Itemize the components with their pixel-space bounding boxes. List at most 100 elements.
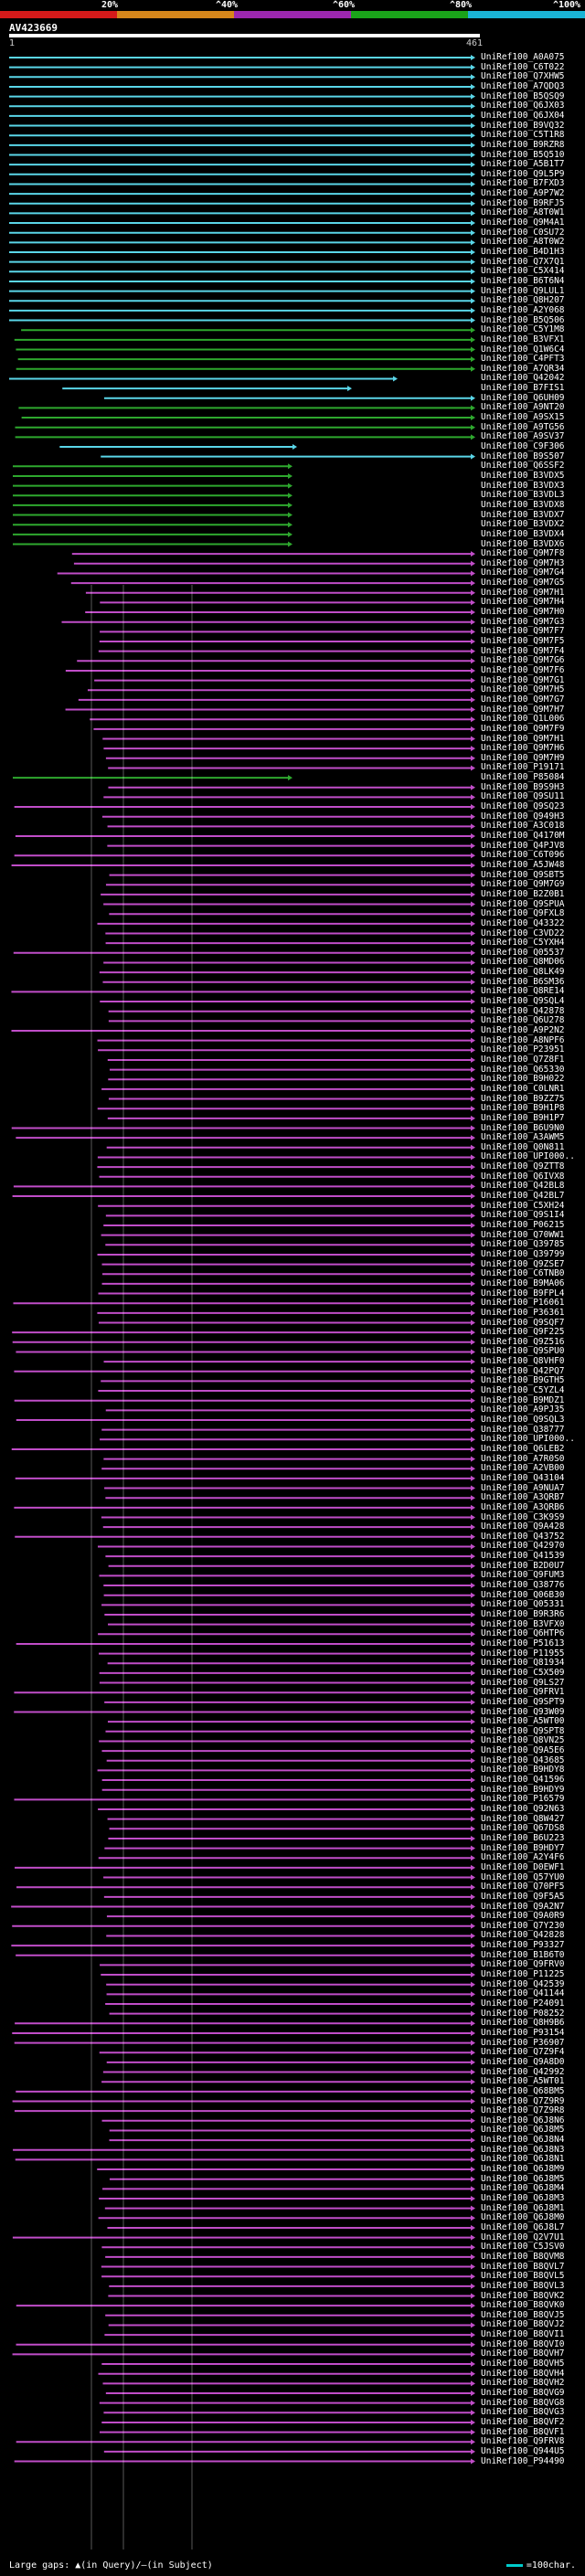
hit-accession-link[interactable]: UniRef100_Q7Z8F1 [481,1054,565,1065]
hit-accession-link[interactable]: UniRef100_C5XH24 [481,1200,565,1211]
hit-accession-link[interactable]: UniRef100_C3K9S9 [481,1511,565,1522]
hit-accession-link[interactable]: UniRef100_C5YZL4 [481,1385,565,1396]
hit-accession-link[interactable]: UniRef100_Q9M7F7 [481,626,565,637]
hit-accession-link[interactable]: UniRef100_Q6SSF2 [481,461,565,472]
hit-accession-link[interactable]: UniRef100_Q6LEB2 [481,1443,565,1454]
hit-accession-link[interactable]: UniRef100_A9NUA7 [481,1482,565,1493]
hit-accession-link[interactable]: UniRef100_B9HDY8 [481,1765,565,1776]
hit-accession-link[interactable]: UniRef100_B9ZZ75 [481,1093,565,1104]
hit-accession-link[interactable]: UniRef100_C3VD22 [481,928,565,938]
hit-accession-link[interactable]: UniRef100_Q41539 [481,1551,565,1562]
hit-accession-link[interactable]: UniRef100_Q9SU11 [481,791,565,802]
hit-accession-link[interactable]: UniRef100_B8QVG3 [481,2407,565,2418]
hit-accession-link[interactable]: UniRef100_Q7XHW5 [481,71,565,82]
hit-accession-link[interactable]: UniRef100_A9PJ35 [481,1405,565,1415]
hit-accession-link[interactable]: UniRef100_Q7X7Q1 [481,256,565,267]
hit-accession-link[interactable]: UniRef100_Q8H207 [481,295,565,306]
hit-accession-link[interactable]: UniRef100_Q8W427 [481,1813,565,1824]
hit-accession-link[interactable]: UniRef100_P08252 [481,2008,565,2019]
hit-accession-link[interactable]: UniRef100_P06215 [481,1220,565,1230]
hit-accession-link[interactable]: UniRef100_Q81934 [481,1658,565,1669]
hit-accession-link[interactable]: UniRef100_B4D1H3 [481,247,565,257]
hit-accession-link[interactable]: UniRef100_A9P7W2 [481,188,565,199]
hit-accession-link[interactable]: UniRef100_Q9M4A1 [481,217,565,228]
hit-accession-link[interactable]: UniRef100_Q9L5P9 [481,168,565,179]
hit-accession-link[interactable]: UniRef100_Q92N63 [481,1804,565,1814]
hit-accession-link[interactable]: UniRef100_C9F306 [481,441,565,451]
hit-accession-link[interactable]: UniRef100_Q06B30 [481,1589,565,1600]
hit-accession-link[interactable]: UniRef100_B8QVH7 [481,2348,565,2359]
hit-accession-link[interactable]: UniRef100_Q9M7G7 [481,694,565,705]
hit-accession-link[interactable]: UniRef100_Q7Z9F4 [481,2047,565,2058]
hit-accession-link[interactable]: UniRef100_B8QVL5 [481,2271,565,2282]
hit-accession-link[interactable]: UniRef100_Q43322 [481,917,565,928]
hit-accession-link[interactable]: UniRef100_C0SU72 [481,227,565,238]
hit-accession-link[interactable]: UniRef100_Q6J8L7 [481,2221,565,2232]
hit-accession-link[interactable]: UniRef100_B9HDY7 [481,1842,565,1853]
hit-accession-link[interactable]: UniRef100_B5Q506 [481,314,565,325]
hit-accession-link[interactable]: UniRef100_B8QVL7 [481,2261,565,2272]
hit-accession-link[interactable]: UniRef100_P16579 [481,1794,565,1805]
hit-accession-link[interactable]: UniRef100_Q43104 [481,1472,565,1483]
hit-accession-link[interactable]: UniRef100_Q9LUL1 [481,285,565,296]
hit-accession-link[interactable]: UniRef100_B9GTH5 [481,1375,565,1386]
hit-accession-link[interactable]: UniRef100_B8QVF2 [481,2416,565,2427]
hit-accession-link[interactable]: UniRef100_Q6J8M5 [481,2125,565,2136]
hit-accession-link[interactable]: UniRef100_Q4PJV8 [481,840,565,851]
hit-accession-link[interactable]: UniRef100_Q6J8M4 [481,2183,565,2194]
hit-accession-link[interactable]: UniRef100_B9S9H3 [481,781,565,792]
hit-accession-link[interactable]: UniRef100_Q9SQL3 [481,1415,565,1425]
hit-accession-link[interactable]: UniRef100_C6T096 [481,850,565,861]
hit-accession-link[interactable]: UniRef100_Q944U5 [481,2445,565,2456]
hit-accession-link[interactable]: UniRef100_UPI000.. [481,1434,575,1445]
hit-accession-link[interactable]: UniRef100_Q9SQL4 [481,996,565,1007]
hit-accession-link[interactable]: UniRef100_A3AWM5 [481,1132,565,1143]
hit-accession-link[interactable]: UniRef100_Q9FUM3 [481,1570,565,1581]
hit-accession-link[interactable]: UniRef100_Q70WW1 [481,1229,565,1240]
hit-accession-link[interactable]: UniRef100_Q8VN25 [481,1735,565,1746]
hit-accession-link[interactable]: UniRef100_B9RZR8 [481,139,565,150]
hit-accession-link[interactable]: UniRef100_B9VQ32 [481,120,565,131]
hit-accession-link[interactable]: UniRef100_Q9A0R9 [481,1911,565,1922]
hit-accession-link[interactable]: UniRef100_P23951 [481,1044,565,1055]
hit-accession-link[interactable]: UniRef100_Q6J8M9 [481,2164,565,2175]
hit-accession-link[interactable]: UniRef100_B9FPL4 [481,1288,565,1299]
hit-accession-link[interactable]: UniRef100_A9SX15 [481,412,565,423]
hit-accession-link[interactable]: UniRef100_B7FIS1 [481,383,565,394]
hit-accession-link[interactable]: UniRef100_B9H1P8 [481,1103,565,1114]
hit-accession-link[interactable]: UniRef100_Q9FRV8 [481,2436,565,2447]
hit-accession-link[interactable]: UniRef100_P51613 [481,1638,565,1648]
hit-accession-link[interactable]: UniRef100_B3VFX0 [481,1618,565,1629]
hit-accession-link[interactable]: UniRef100_Q38777 [481,1424,565,1435]
hit-accession-link[interactable]: UniRef100_B6T6N4 [481,275,565,286]
hit-accession-link[interactable]: UniRef100_B3VDX6 [481,538,565,549]
hit-accession-link[interactable]: UniRef100_Q9M7F8 [481,548,565,559]
hit-accession-link[interactable]: UniRef100_A5JW48 [481,859,565,870]
hit-accession-link[interactable]: UniRef100_Q9S1I4 [481,1210,565,1221]
hit-accession-link[interactable]: UniRef100_B8QVH2 [481,2378,565,2389]
hit-accession-link[interactable]: UniRef100_B2D0U7 [481,1560,565,1571]
hit-accession-link[interactable]: UniRef100_C5YXH4 [481,938,565,949]
hit-accession-link[interactable]: UniRef100_Q9M7G3 [481,616,565,627]
hit-accession-link[interactable]: UniRef100_B3VDX4 [481,528,565,539]
hit-accession-link[interactable]: UniRef100_Q9LS27 [481,1677,565,1688]
hit-accession-link[interactable]: UniRef100_Q9SPU0 [481,1346,565,1357]
hit-accession-link[interactable]: UniRef100_Q9A2N7 [481,1901,565,1912]
hit-accession-link[interactable]: UniRef100_Q42878 [481,1005,565,1016]
hit-accession-link[interactable]: UniRef100_P24091 [481,1998,565,2009]
hit-accession-link[interactable]: UniRef100_Q8H9B6 [481,2018,565,2029]
hit-accession-link[interactable]: UniRef100_UPI000.. [481,1151,575,1162]
hit-accession-link[interactable]: UniRef100_Q43752 [481,1531,565,1542]
hit-accession-link[interactable]: UniRef100_B9MDZ1 [481,1394,565,1405]
hit-accession-link[interactable]: UniRef100_B9RFJ5 [481,197,565,208]
hit-accession-link[interactable]: UniRef100_B6U223 [481,1832,565,1843]
hit-accession-link[interactable]: UniRef100_Q42992 [481,2066,565,2077]
hit-accession-link[interactable]: UniRef100_Q9FXL8 [481,908,565,919]
hit-accession-link[interactable]: UniRef100_C4PFT3 [481,354,565,365]
hit-accession-link[interactable]: UniRef100_Q8VHF0 [481,1356,565,1367]
hit-accession-link[interactable]: UniRef100_Q9A8D0 [481,2056,565,2067]
hit-accession-link[interactable]: UniRef100_Q43685 [481,1754,565,1765]
hit-accession-link[interactable]: UniRef100_Q6J8M5 [481,2173,565,2184]
hit-accession-link[interactable]: UniRef100_A9P2N2 [481,1025,565,1035]
hit-accession-link[interactable]: UniRef100_Q9M7H4 [481,597,565,608]
